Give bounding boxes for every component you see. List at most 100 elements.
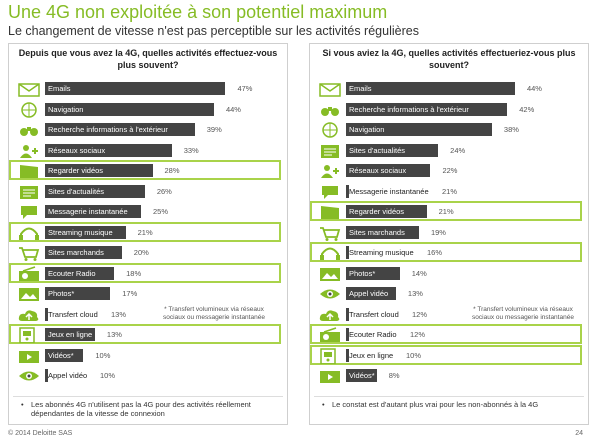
chart-panel-current: Depuis que vous avez la 4G, quelles acti…: [8, 43, 288, 425]
eye-icon: [17, 368, 41, 384]
bar-row: Réseaux sociaux 22%: [310, 161, 588, 181]
bar-label: Emails: [349, 84, 372, 93]
bar-row: Streaming musique 21%: [9, 221, 287, 243]
bar-label: Photos*: [349, 268, 376, 278]
bar: [45, 328, 95, 341]
value-label: 39%: [206, 125, 222, 134]
value-label: 25%: [153, 207, 169, 216]
value-label: 42%: [519, 104, 535, 114]
chart-panel-potential: Si vous aviez la 4G, quelles activités e…: [309, 43, 589, 425]
bar-label: Vidéos*: [349, 371, 375, 380]
highlight-frame: [310, 324, 582, 344]
bar-row: Regarder vidéos 21%: [310, 201, 588, 222]
value-label: 13%: [106, 330, 122, 339]
headphones-icon: [17, 225, 41, 241]
bar-row: Messagerie instantanée 25%: [9, 202, 287, 222]
chart-note: * Transfert volumineux via réseaux socia…: [163, 306, 265, 321]
value-label: 33%: [183, 145, 199, 155]
speech-bubble-icon: [17, 204, 41, 220]
bar-label: Appel vidéo: [349, 289, 389, 298]
copyright: © 2014 Deloitte SAS: [8, 430, 73, 437]
bar-row: Vidéos* 8%: [310, 366, 588, 386]
bar-row: Transfert cloud 12%: [310, 305, 588, 325]
bar-label: Appel vidéo: [48, 369, 89, 382]
value-label: 12%: [412, 309, 428, 319]
binoculars-icon: [17, 122, 41, 138]
bar-row: Recherche informations à l'extérieur 42%: [310, 100, 588, 120]
gamepad-icon: [17, 327, 41, 344]
newspaper-icon: [318, 143, 342, 159]
film-clapper-icon: [318, 204, 342, 220]
bar: [45, 123, 195, 136]
value-label: 21%: [137, 227, 153, 237]
highlight-frame: [310, 201, 582, 221]
bar-label: Réseaux sociaux: [349, 166, 407, 175]
bar: [346, 266, 400, 280]
bar-row: Ecouter Radio 12%: [310, 324, 588, 345]
bar-label: Jeux en ligne: [349, 348, 395, 362]
value-label: 38%: [503, 125, 519, 134]
bar: [45, 246, 122, 259]
globe-icon: [318, 122, 342, 138]
value-label: 12%: [410, 330, 426, 339]
value-label: 16%: [427, 248, 443, 257]
value-label: 10%: [95, 350, 111, 360]
photo-icon: [318, 266, 342, 282]
value-label: 17%: [122, 289, 138, 298]
bar-row: Recherche informations à l'extérieur 39%: [9, 120, 287, 140]
bar: [346, 102, 508, 116]
bar-label: Regarder vidéos: [349, 207, 405, 216]
page-subtitle: Le changement de vitesse n'est pas perce…: [8, 24, 419, 38]
bar-label: Ecouter Radio: [48, 268, 96, 278]
value-label: 44%: [225, 104, 241, 114]
bar-label: Recherche informations à l'extérieur: [48, 125, 168, 134]
globe-icon: [17, 101, 41, 118]
bar-label: Vidéos*: [48, 350, 74, 360]
bar: [45, 164, 153, 177]
bar-label: Jeux en ligne: [48, 330, 93, 339]
chart-title: Depuis que vous avez la 4G, quelles acti…: [18, 48, 278, 70]
envelope-icon: [17, 81, 41, 97]
bar-row: Ecouter Radio 18%: [9, 262, 287, 284]
value-label: 20%: [133, 248, 149, 257]
bar-row: Messagerie instantanée 21%: [310, 182, 588, 202]
value-label: 10%: [100, 371, 116, 380]
bar: [346, 369, 377, 382]
cloud-upload-icon: [17, 307, 41, 323]
bar-row: Jeux en ligne 13%: [9, 324, 287, 345]
bar-row: Transfert cloud 13%: [9, 305, 287, 325]
photo-icon: [17, 286, 41, 302]
highlight-frame: [9, 160, 281, 180]
bar-row: Réseaux sociaux 33%: [9, 141, 287, 161]
cloud-upload-icon: [318, 307, 342, 323]
bar-label: Regarder vidéos: [48, 166, 104, 175]
highlight-frame: [9, 221, 281, 242]
newspaper-icon: [17, 184, 41, 200]
bar: [45, 287, 111, 300]
value-label: 47%: [237, 84, 253, 93]
bar-row: Jeux en ligne 10%: [310, 344, 588, 366]
bar-label: Ecouter Radio: [349, 328, 398, 341]
chart-footnote: Les abonnés 4G n'utilisent pas la 4G pou…: [9, 400, 287, 418]
bar-row: Emails 47%: [9, 79, 287, 99]
bar-label: Navigation: [48, 104, 84, 114]
bar-row: Sites d'actualités 26%: [9, 182, 287, 202]
bar: [346, 287, 396, 300]
chart-title: Si vous aviez la 4G, quelles activités e…: [322, 48, 576, 70]
video-icon: [318, 368, 342, 384]
people-icon: [318, 163, 342, 179]
bar: [346, 123, 492, 136]
bar-label: Navigation: [349, 125, 385, 134]
bar: [45, 205, 141, 218]
bar: [45, 348, 84, 362]
page-number: 24: [575, 430, 583, 437]
bar-row: Sites d'actualités 24%: [310, 141, 588, 161]
value-label: 26%: [156, 186, 172, 196]
bar-label: Réseaux sociaux: [48, 145, 106, 155]
value-label: 22%: [442, 166, 458, 175]
bar-label: Streaming musique: [48, 227, 113, 237]
value-label: 13%: [111, 309, 127, 319]
chart-footnote: Le constat est d'autant plus vrai pour l…: [310, 400, 588, 409]
value-label: 10%: [406, 350, 422, 360]
divider: [314, 396, 584, 397]
